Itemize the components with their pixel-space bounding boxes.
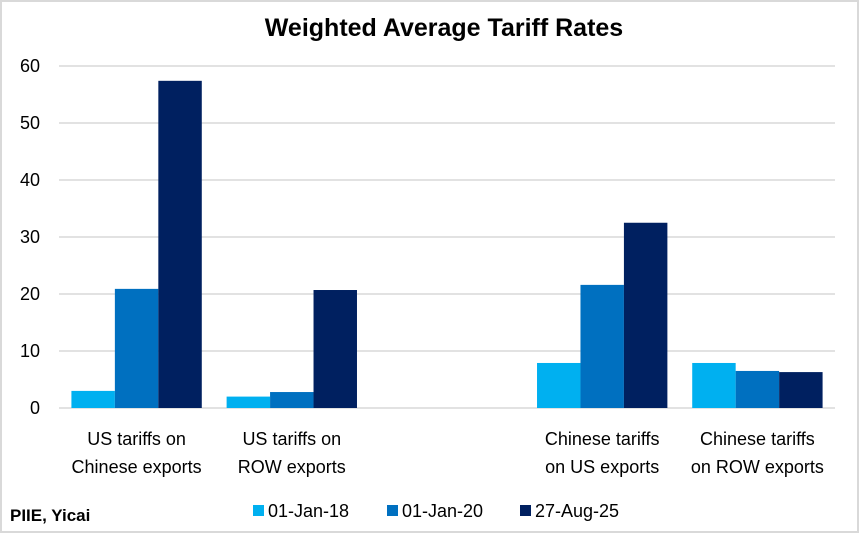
bar: [226, 396, 271, 408]
x-category-label: on US exports: [545, 457, 659, 477]
bar: [537, 362, 581, 408]
bar: [692, 362, 736, 408]
y-tick-label: 20: [20, 284, 40, 304]
legend-swatch: [253, 505, 264, 516]
y-tick-label: 10: [20, 341, 40, 361]
bar: [158, 80, 202, 408]
x-category-label: US tariffs on: [242, 429, 341, 449]
bar: [114, 288, 159, 408]
legend-swatch: [387, 505, 398, 516]
bar: [580, 284, 624, 408]
x-category-label: ROW exports: [238, 457, 346, 477]
y-tick-label: 40: [20, 170, 40, 190]
x-category-label: Chinese tariffs: [700, 429, 815, 449]
bar: [71, 390, 115, 408]
bar: [623, 222, 668, 408]
x-category-label: Chinese exports: [72, 457, 202, 477]
y-tick-label: 0: [30, 398, 40, 418]
legend-label: 01-Jan-18: [268, 501, 349, 521]
legend: 01-Jan-18 01-Jan-20 27-Aug-25: [253, 501, 619, 521]
x-category-label: Chinese tariffs: [545, 429, 660, 449]
bar: [779, 372, 823, 408]
y-tick-label: 60: [20, 56, 40, 76]
x-category-label: on ROW exports: [691, 457, 824, 477]
bar: [313, 290, 357, 408]
legend-label: 01-Jan-20: [402, 501, 483, 521]
y-tick-label: 50: [20, 113, 40, 133]
y-axis: 0 10 20 30 40 50 60: [20, 56, 40, 418]
source-note: PIIE, Yicai: [10, 506, 90, 525]
y-tick-label: 30: [20, 227, 40, 247]
x-category-label: US tariffs on: [87, 429, 186, 449]
x-axis: US tariffs on Chinese exports US tariffs o…: [72, 429, 824, 477]
chart-title: Weighted Average Tariff Rates: [265, 14, 623, 42]
bar: [270, 392, 314, 408]
legend-label: 27-Aug-25: [535, 501, 619, 521]
bars: [71, 80, 823, 408]
bar: [735, 370, 780, 408]
legend-swatch: [520, 505, 531, 516]
